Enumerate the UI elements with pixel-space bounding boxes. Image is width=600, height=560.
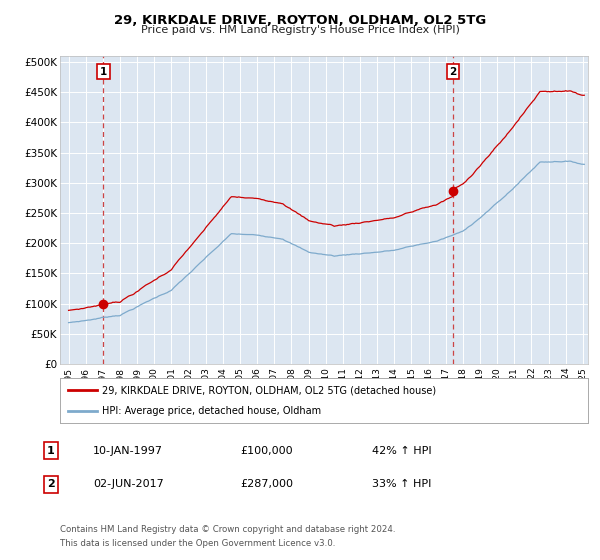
- Text: 29, KIRKDALE DRIVE, ROYTON, OLDHAM, OL2 5TG (detached house): 29, KIRKDALE DRIVE, ROYTON, OLDHAM, OL2 …: [102, 385, 436, 395]
- Text: Price paid vs. HM Land Registry's House Price Index (HPI): Price paid vs. HM Land Registry's House …: [140, 25, 460, 35]
- Text: 33% ↑ HPI: 33% ↑ HPI: [372, 479, 431, 489]
- Text: 29, KIRKDALE DRIVE, ROYTON, OLDHAM, OL2 5TG: 29, KIRKDALE DRIVE, ROYTON, OLDHAM, OL2 …: [114, 14, 486, 27]
- Text: 2: 2: [449, 67, 457, 77]
- Text: £287,000: £287,000: [240, 479, 293, 489]
- Text: HPI: Average price, detached house, Oldham: HPI: Average price, detached house, Oldh…: [102, 405, 322, 416]
- Text: 2: 2: [47, 479, 55, 489]
- Text: £100,000: £100,000: [240, 446, 293, 456]
- Text: This data is licensed under the Open Government Licence v3.0.: This data is licensed under the Open Gov…: [60, 539, 335, 548]
- Text: 1: 1: [100, 67, 107, 77]
- Text: 02-JUN-2017: 02-JUN-2017: [93, 479, 164, 489]
- Text: Contains HM Land Registry data © Crown copyright and database right 2024.: Contains HM Land Registry data © Crown c…: [60, 525, 395, 534]
- Text: 10-JAN-1997: 10-JAN-1997: [93, 446, 163, 456]
- Text: 42% ↑ HPI: 42% ↑ HPI: [372, 446, 431, 456]
- Text: 1: 1: [47, 446, 55, 456]
